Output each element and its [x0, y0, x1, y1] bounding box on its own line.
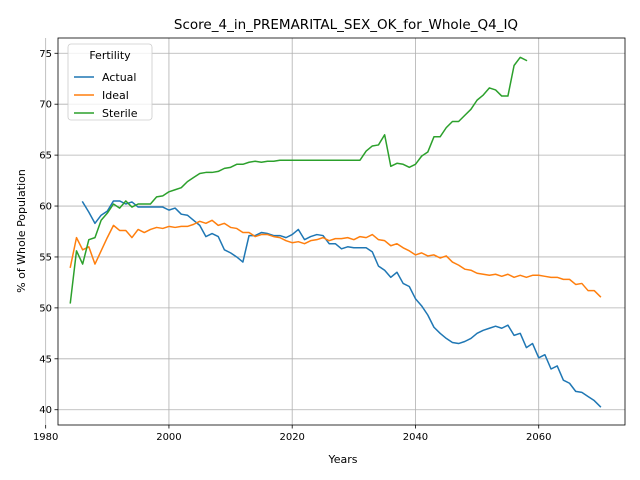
plot-frame: [57, 37, 626, 426]
y-tick-label: 45: [39, 354, 52, 365]
x-tick-label: 1980: [33, 432, 58, 443]
series-line-sterile: [69, 56, 528, 304]
x-tick-label: 2020: [279, 432, 304, 443]
y-tick-label: 50: [39, 303, 52, 314]
x-tick-label: 2040: [403, 432, 428, 443]
legend-label-ideal: Ideal: [102, 89, 129, 102]
x-axis-label: Years: [327, 453, 357, 466]
y-tick-label: 55: [39, 252, 52, 263]
series-lines: [69, 56, 602, 408]
axis-ticks: 1980 2000 2020 2040 2060 40 45 50 55 60 65 70 75: [33, 49, 551, 443]
y-tick-label: 75: [39, 49, 52, 60]
x-tick-label: 2060: [526, 432, 551, 443]
series-line-ideal: [69, 219, 602, 298]
y-axis-label: % of Whole Population: [15, 169, 28, 293]
legend-box: [67, 43, 153, 121]
x-tick-label: 2000: [156, 432, 181, 443]
legend-title: Fertility: [89, 49, 131, 62]
legend-label-actual: Actual: [102, 71, 136, 84]
chart-title: Score_4_in_PREMARITAL_SEX_OK_for_Whole_Q…: [174, 17, 518, 33]
series-line-actual: [81, 200, 602, 408]
y-tick-label: 70: [39, 100, 52, 111]
legend-label-sterile: Sterile: [102, 107, 138, 120]
y-tick-label: 65: [39, 151, 52, 162]
grid: [45, 38, 625, 425]
legend: Fertility Actual Ideal Sterile: [67, 43, 153, 121]
y-tick-label: 40: [39, 405, 52, 416]
y-tick-label: 60: [39, 202, 52, 213]
